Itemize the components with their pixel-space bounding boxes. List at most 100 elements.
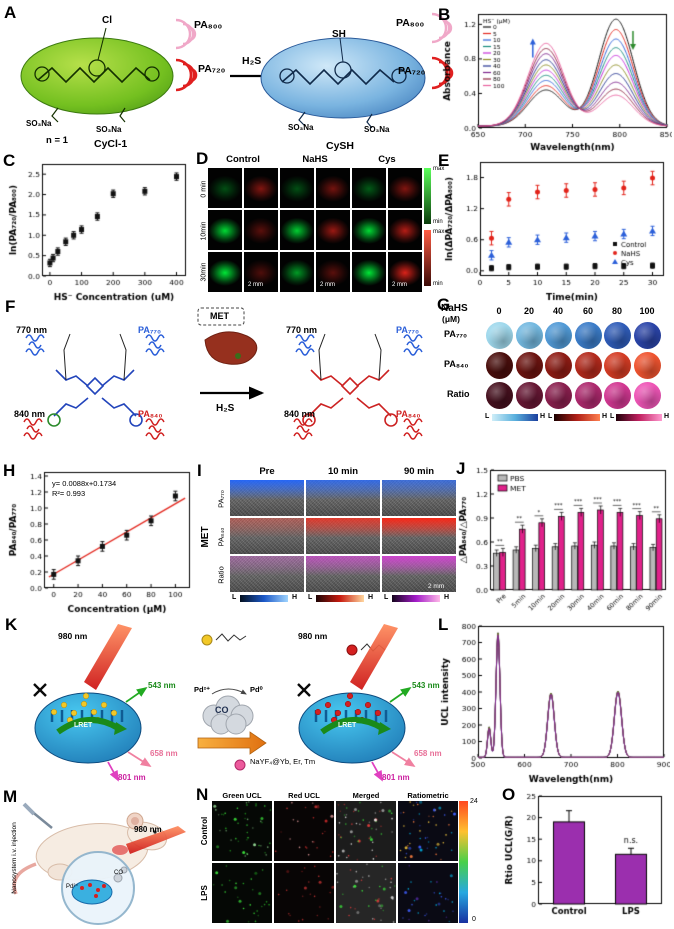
g-row-pa770: PA₇₇₀ — [444, 329, 468, 339]
x-mark — [33, 683, 47, 697]
i-col-90min: 90 min — [403, 466, 435, 477]
lret-arrow-right — [320, 716, 384, 735]
panel-f-diagram — [23, 307, 423, 440]
laser-beam — [126, 826, 186, 854]
cl-label: Cl — [102, 15, 112, 26]
wave-icon — [403, 418, 423, 440]
i-row-pa840: PA₈₄₀ — [216, 527, 226, 547]
g-well — [486, 352, 513, 379]
g-cbar-h: H — [540, 413, 546, 420]
pbs-met-bar-chart — [458, 464, 670, 614]
wave-icon — [295, 334, 315, 356]
k-pd2-label: Pd²⁺ — [194, 685, 211, 694]
i-image-grid — [230, 480, 456, 592]
f-840nm-right: 840 nm — [284, 409, 316, 419]
d-image-tile — [208, 210, 242, 250]
g-cbar-l: L — [485, 413, 490, 420]
n-image-tile — [274, 863, 334, 923]
d-image-tile — [316, 168, 350, 208]
g-conc: 60 — [582, 306, 594, 316]
liver-icon — [204, 331, 258, 365]
i-cbar-l: L — [308, 594, 313, 601]
h-equation: y= 0.0088x+0.1734 — [52, 479, 117, 488]
g-row-pa840: PA₈₄₀ — [444, 359, 469, 369]
f-pa770-left: PA₇₇₀ — [138, 325, 162, 335]
h2s-label: H₂S — [242, 55, 262, 67]
so3na-label: SO₃Na — [26, 119, 52, 128]
d-image-tile — [280, 252, 314, 292]
g-header-um: (μM) — [442, 314, 460, 324]
co-cloud — [202, 695, 254, 735]
panel-m-diagram — [12, 802, 186, 925]
mouse-eye — [153, 830, 157, 834]
i-image-tile — [306, 480, 380, 516]
i-col-10min: 10 min — [327, 466, 359, 477]
d-scalebar: 2 mm — [248, 282, 263, 288]
g-row-ratio: Ratio — [447, 389, 470, 399]
g-well — [633, 382, 661, 409]
x-mark — [297, 683, 311, 697]
n1-label: n = 1 — [46, 135, 68, 146]
i-cbar-l: L — [232, 594, 237, 601]
legend-red-dot — [346, 644, 358, 656]
pa800-wave-icon-left — [175, 18, 197, 50]
f-h2s-label: H₂S — [216, 403, 235, 414]
d-image-tile — [316, 252, 350, 292]
g-well — [604, 352, 631, 379]
m-injection-label: Nanosystem i.v. injection — [10, 822, 18, 894]
panel-label-g: G — [437, 295, 451, 314]
g-well — [604, 322, 631, 349]
k-801nm-left: 801 nm — [118, 773, 146, 782]
g-conc: 40 — [552, 306, 564, 316]
nanoparticle-dot — [234, 759, 246, 771]
g-well — [515, 322, 543, 349]
panel-label-n: N — [196, 785, 209, 804]
n-row-control: Control — [200, 816, 209, 846]
k-543nm-right: 543 nm — [412, 681, 440, 690]
n-image-tile — [336, 801, 396, 861]
orange-arrow — [197, 731, 267, 755]
calibration-chart — [8, 466, 198, 614]
d-cbar-min: min — [433, 219, 443, 225]
lret-arrow-left — [56, 716, 120, 735]
g-blue-colorbar — [492, 414, 538, 421]
f-840nm-left: 840 nm — [14, 409, 46, 419]
m-pd2-label: Pd²⁺ — [66, 884, 79, 890]
f-met-label: MET — [210, 311, 229, 321]
d-col-nahs: NaHS — [302, 154, 328, 165]
panel-label-f: F — [5, 297, 16, 316]
d-image-tile — [280, 210, 314, 250]
d-image-tile — [352, 168, 386, 208]
g-cbar-h: H — [602, 413, 608, 420]
n-image-grid — [212, 801, 460, 925]
k-801nm-right: 801 nm — [382, 773, 410, 782]
i-met-label: MET — [200, 526, 211, 548]
f-770nm-right: 770 nm — [286, 325, 318, 335]
n-image-tile — [398, 863, 458, 923]
kinetics-chart — [444, 156, 670, 302]
d-image-tile — [388, 168, 422, 208]
wave-icon — [145, 334, 165, 356]
i-col-pre: Pre — [259, 466, 275, 477]
d-row-0min: 0 min — [200, 180, 208, 198]
mouse-tail — [12, 862, 37, 895]
pa800-label-left: PA₈₀₀ — [194, 19, 223, 31]
pa720-wave-icon-left — [175, 58, 198, 92]
g-well — [515, 352, 543, 379]
i-image-tile — [382, 480, 456, 516]
g-conc: 80 — [611, 306, 623, 316]
g-well — [486, 382, 513, 409]
i-cbar-h: H — [368, 594, 374, 601]
k-lret-left: LRET — [74, 722, 93, 729]
panel-label-d: D — [196, 149, 209, 168]
i-image-tile — [306, 518, 380, 554]
k-lret-right: LRET — [338, 722, 357, 729]
n-image-tile — [212, 863, 272, 923]
n-image-tile — [336, 863, 396, 923]
pa800-label-right: PA₈₀₀ — [396, 17, 425, 29]
d-cbar-max: max — [433, 229, 445, 235]
wave-icon — [403, 334, 423, 356]
n-colorbar — [459, 801, 468, 923]
legend-yellow-dot — [201, 634, 213, 646]
panel-k-diagram — [33, 624, 416, 782]
